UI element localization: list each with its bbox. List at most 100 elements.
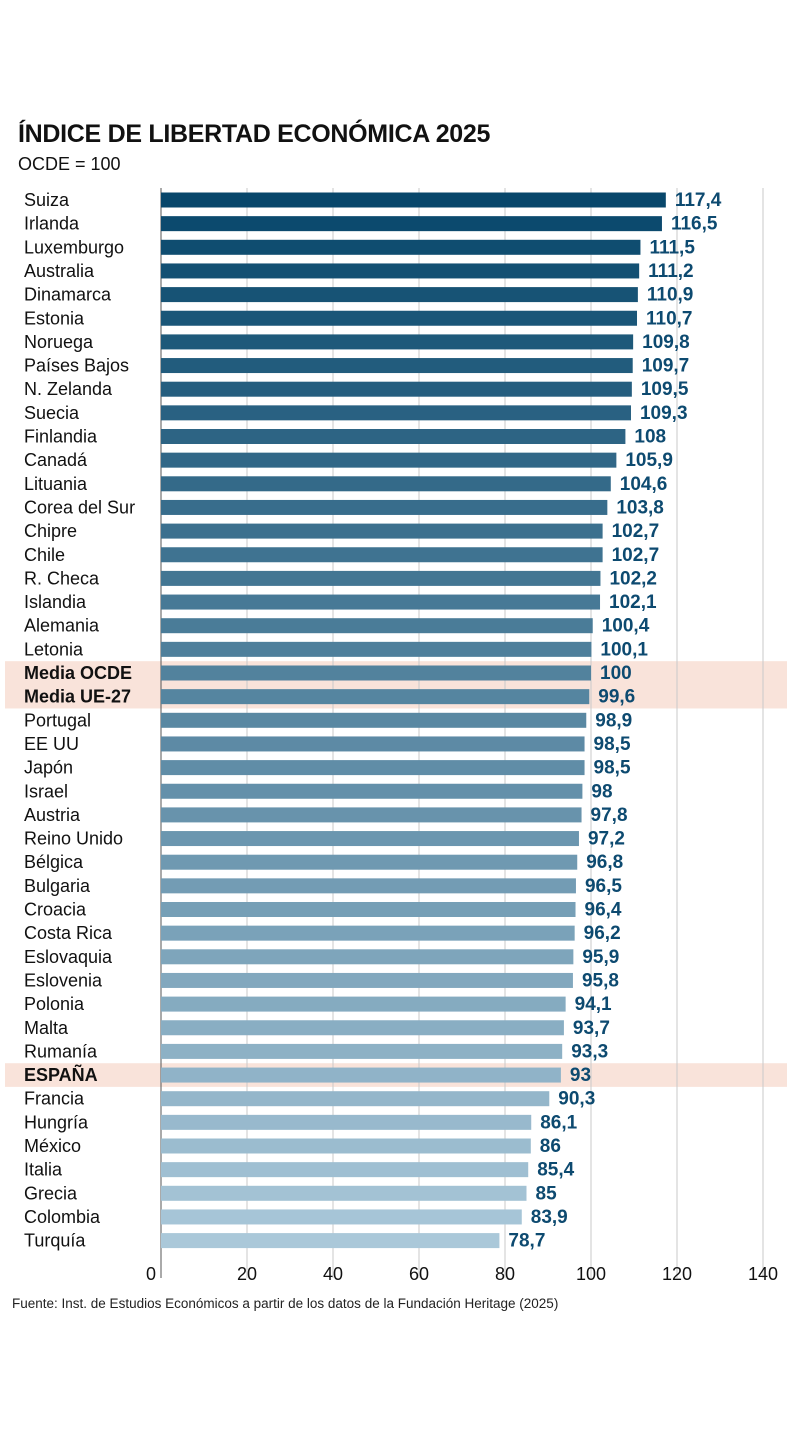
bar <box>161 381 632 397</box>
category-label: Media OCDE <box>24 663 132 683</box>
bar <box>161 783 583 799</box>
bar <box>161 499 608 515</box>
value-label: 83,9 <box>531 1207 568 1228</box>
category-label: Japón <box>24 758 73 778</box>
value-label: 96,5 <box>585 876 622 897</box>
category-label: Dinamarca <box>24 285 112 305</box>
category-label: Islandia <box>24 592 87 612</box>
category-label: Portugal <box>24 710 91 730</box>
category-label: Bélgica <box>24 852 84 872</box>
bar <box>161 452 617 468</box>
value-label: 104,6 <box>620 474 668 495</box>
value-label: 109,7 <box>642 356 690 377</box>
category-label: Finlandia <box>24 427 98 447</box>
value-label: 102,7 <box>612 521 660 542</box>
bar <box>161 405 631 421</box>
category-label: Francia <box>24 1089 85 1109</box>
bar <box>161 1091 550 1107</box>
value-label: 90,3 <box>558 1089 595 1110</box>
category-label: Austria <box>24 805 81 825</box>
bar <box>161 665 591 681</box>
category-label: Letonia <box>24 639 84 659</box>
bar <box>161 570 601 586</box>
bar <box>161 263 640 279</box>
value-label: 96,4 <box>585 900 622 921</box>
value-label: 85 <box>536 1183 558 1204</box>
value-label: 93 <box>570 1065 591 1086</box>
category-label: Chipre <box>24 521 77 541</box>
category-label: Chile <box>24 545 65 565</box>
value-label: 111,2 <box>648 261 693 282</box>
value-label: 85,4 <box>537 1160 574 1181</box>
category-label: Lituania <box>24 474 88 494</box>
bar <box>161 1043 563 1059</box>
value-label: 96,2 <box>584 923 621 944</box>
category-label: Italia <box>24 1160 63 1180</box>
value-label: 98,9 <box>595 710 632 731</box>
bar <box>161 760 585 776</box>
bar <box>161 902 576 917</box>
category-label: Hungría <box>24 1112 89 1132</box>
bar <box>161 1114 532 1130</box>
category-label: Irlanda <box>24 214 80 234</box>
category-label: Australia <box>24 261 95 281</box>
category-label: Países Bajos <box>24 356 129 376</box>
x-tick-label: 80 <box>495 1264 515 1284</box>
bar <box>161 310 638 326</box>
category-label: Suecia <box>24 403 80 423</box>
category-label: Corea del Sur <box>24 497 135 517</box>
value-label: 95,8 <box>582 970 619 991</box>
value-label: 94,1 <box>575 994 612 1015</box>
category-label: Croacia <box>24 900 87 920</box>
value-label: 97,2 <box>588 829 625 850</box>
category-label: EE UU <box>24 734 79 754</box>
value-label: 78,7 <box>508 1231 545 1252</box>
category-label: Eslovaquia <box>24 947 113 967</box>
category-label: Grecia <box>24 1183 78 1203</box>
category-label: Colombia <box>24 1207 101 1227</box>
bar <box>161 807 582 823</box>
bar <box>161 239 641 255</box>
x-tick-label: 40 <box>323 1264 343 1284</box>
category-label: Turquía <box>24 1231 86 1251</box>
bar <box>161 216 662 232</box>
value-label: 105,9 <box>625 450 673 471</box>
bar <box>161 972 573 988</box>
category-label: Estonia <box>24 308 85 328</box>
bar <box>161 949 574 965</box>
category-label: Polonia <box>24 994 85 1014</box>
category-label: Eslovenia <box>24 970 103 990</box>
x-tick-label: 20 <box>237 1264 257 1284</box>
value-label: 93,7 <box>573 1018 610 1039</box>
x-tick-label: 60 <box>409 1264 429 1284</box>
value-label: 86 <box>540 1136 561 1157</box>
bar <box>161 831 579 847</box>
value-label: 99,6 <box>598 687 635 708</box>
category-label: Noruega <box>24 332 94 352</box>
category-label: Canadá <box>24 450 88 470</box>
value-label: 108 <box>634 427 666 448</box>
bar <box>161 192 666 208</box>
category-label: Suiza <box>24 190 70 210</box>
bar <box>161 712 587 728</box>
value-label: 102,7 <box>612 545 660 566</box>
bar <box>161 1209 522 1225</box>
bar <box>161 1020 564 1036</box>
category-label: Malta <box>24 1018 69 1038</box>
x-tick-label: 120 <box>662 1264 692 1284</box>
value-label: 98,5 <box>594 758 631 779</box>
value-label: 109,8 <box>642 332 690 353</box>
value-label: 110,9 <box>647 285 694 306</box>
value-label: 97,8 <box>591 805 628 826</box>
value-label: 95,9 <box>582 947 619 968</box>
category-label: Israel <box>24 781 68 801</box>
bar <box>161 996 566 1012</box>
value-label: 96,8 <box>586 852 623 873</box>
chart-title: ÍNDICE DE LIBERTAD ECONÓMICA 2025 <box>18 120 491 148</box>
x-tick-label: 140 <box>748 1264 778 1284</box>
category-label: Luxemburgo <box>24 237 124 257</box>
value-label: 98,5 <box>594 734 631 755</box>
value-label: 93,3 <box>571 1041 608 1062</box>
category-label: Media UE-27 <box>24 687 131 707</box>
category-label: Costa Rica <box>24 923 113 943</box>
